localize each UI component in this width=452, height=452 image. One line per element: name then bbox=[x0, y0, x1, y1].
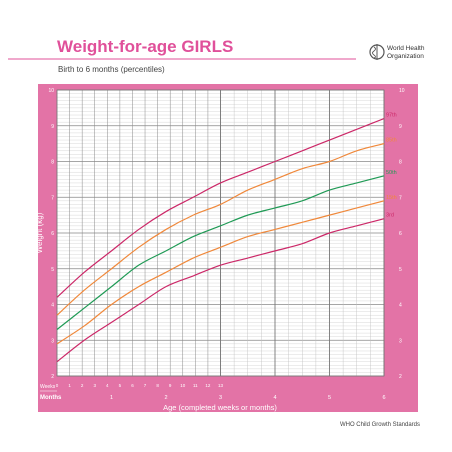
y-tick-label-left: 2 bbox=[51, 374, 54, 380]
y-tick-label-right: 2 bbox=[399, 374, 402, 380]
y-tick-label-left: 5 bbox=[51, 267, 54, 273]
series-line-15th bbox=[56, 200, 385, 345]
week-tick-label: 2 bbox=[81, 383, 84, 388]
month-tick-label: 5 bbox=[328, 395, 331, 401]
weeks-row-label: Weeks bbox=[40, 384, 56, 390]
series-label-50th: 50th bbox=[386, 170, 397, 176]
y-tick-label-left: 3 bbox=[51, 338, 54, 344]
x-axis-title: Age (completed weeks or months) bbox=[163, 403, 277, 412]
y-tick-label-left: 10 bbox=[48, 88, 54, 94]
y-tick-label-right: 8 bbox=[399, 160, 402, 166]
week-tick-label: 6 bbox=[131, 383, 134, 388]
week-tick-label: 1 bbox=[68, 383, 71, 388]
chart-title: Weight-for-age GIRLS bbox=[57, 37, 233, 56]
month-tick-label: 6 bbox=[382, 395, 385, 401]
series-line-97th bbox=[56, 118, 385, 298]
y-tick-label-right: 6 bbox=[399, 231, 402, 237]
y-tick-label-right: 3 bbox=[399, 338, 402, 344]
week-tick-label: 3 bbox=[93, 383, 96, 388]
grid bbox=[56, 89, 385, 377]
y-tick-label-right: 10 bbox=[399, 88, 405, 94]
chart-subtitle: Birth to 6 months (percentiles) bbox=[58, 65, 165, 74]
series-label-97th: 97th bbox=[386, 113, 397, 119]
who-emblem-icon bbox=[369, 44, 385, 60]
percentile-curves bbox=[56, 118, 385, 363]
y-tick-label-left: 4 bbox=[51, 303, 54, 309]
month-tick-label: 3 bbox=[219, 395, 222, 401]
y-tick-label-right: 5 bbox=[399, 267, 402, 273]
x-tick-labels: 0 1 2 3 4 5 6 7 8 9 10 11 12 131 2 3 4 5 6 bbox=[56, 383, 386, 401]
week-tick-label: 11 bbox=[193, 383, 198, 388]
y-tick-label-left: 8 bbox=[51, 160, 54, 166]
y-tick-label-left: 6 bbox=[51, 231, 54, 237]
series-label-85th: 85th bbox=[386, 138, 397, 144]
series-label-3rd: 3rd bbox=[386, 213, 394, 219]
y-tick-label-left: 7 bbox=[51, 195, 54, 201]
y-tick-labels: 2 2 3 3 4 4 5 5 6 6 7 7 8 8 9 9 10 10 bbox=[48, 88, 404, 380]
week-tick-label: 4 bbox=[106, 383, 109, 388]
footer-source: WHO Child Growth Standards bbox=[340, 422, 420, 428]
week-tick-label: 12 bbox=[205, 383, 211, 388]
month-tick-label: 4 bbox=[273, 395, 276, 401]
week-tick-label: 0 bbox=[56, 383, 59, 388]
week-tick-label: 13 bbox=[218, 383, 224, 388]
organization-name: World Health Organization bbox=[387, 45, 426, 60]
months-row-label: Months bbox=[40, 395, 62, 401]
y-axis-title: Weight (kg) bbox=[35, 212, 44, 253]
plot-border bbox=[56, 89, 385, 377]
y-tick-label-right: 4 bbox=[399, 303, 402, 309]
week-tick-label: 9 bbox=[169, 383, 172, 388]
series-labels: 97th 85th 50th 15th 3rd bbox=[386, 113, 397, 219]
y-tick-label-right: 9 bbox=[399, 124, 402, 130]
week-tick-label: 10 bbox=[180, 383, 186, 388]
month-tick-label: 2 bbox=[164, 395, 167, 401]
week-tick-label: 7 bbox=[144, 383, 147, 388]
series-line-85th bbox=[56, 143, 385, 316]
month-tick-label: 1 bbox=[110, 395, 113, 401]
week-tick-label: 8 bbox=[156, 383, 159, 388]
y-tick-label-left: 9 bbox=[51, 124, 54, 130]
series-line-50th bbox=[56, 175, 385, 330]
series-line-3rd bbox=[56, 218, 385, 363]
week-tick-label: 5 bbox=[119, 383, 122, 388]
y-tick-label-right: 7 bbox=[399, 195, 402, 201]
series-label-15th: 15th bbox=[386, 195, 397, 201]
